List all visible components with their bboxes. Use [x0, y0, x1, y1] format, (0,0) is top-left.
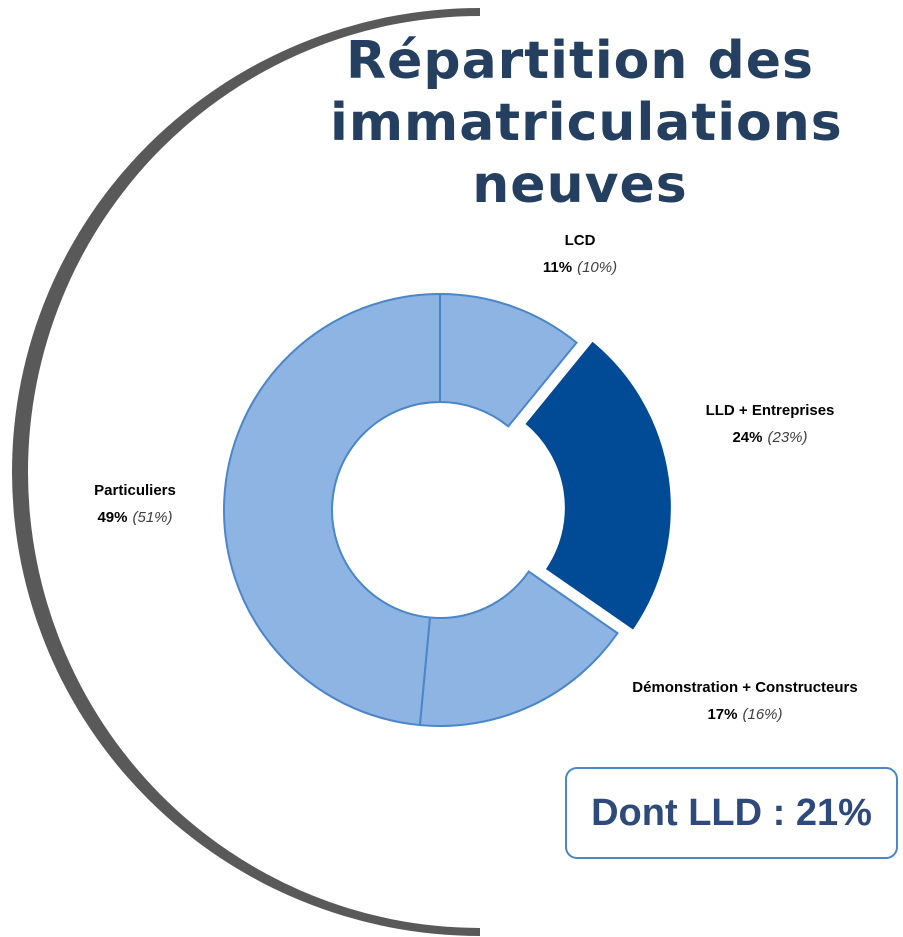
- value-label: 17%: [707, 706, 737, 723]
- slice-category: Démonstration + Constructeurs: [632, 679, 857, 696]
- previous-value-label: (16%): [743, 706, 783, 723]
- slice-category: Particuliers: [94, 482, 176, 499]
- slice-label: 24% (23%): [732, 429, 807, 446]
- previous-value-label: (51%): [133, 509, 173, 526]
- previous-value-label: (23%): [768, 429, 808, 446]
- value-label: 11%: [543, 259, 572, 276]
- slice-label: 49% (51%): [97, 509, 172, 526]
- chart-title: Répartition des immatriculations neuves: [330, 31, 843, 215]
- slice-category: LLD + Entreprises: [706, 402, 835, 419]
- value-label: 24%: [732, 429, 762, 446]
- slice-label: 17% (16%): [707, 706, 782, 723]
- donut-slice: [522, 338, 673, 633]
- value-label: 49%: [97, 509, 127, 526]
- donut-slice: [223, 292, 441, 727]
- donut-slice: [418, 570, 619, 727]
- slice-label: 11% (10%): [543, 259, 617, 276]
- previous-value-label: (10%): [577, 259, 617, 276]
- donut-slice: [439, 292, 578, 428]
- slice-category: LCD: [565, 232, 596, 249]
- annotation: Dont LLD : 21%: [565, 767, 898, 859]
